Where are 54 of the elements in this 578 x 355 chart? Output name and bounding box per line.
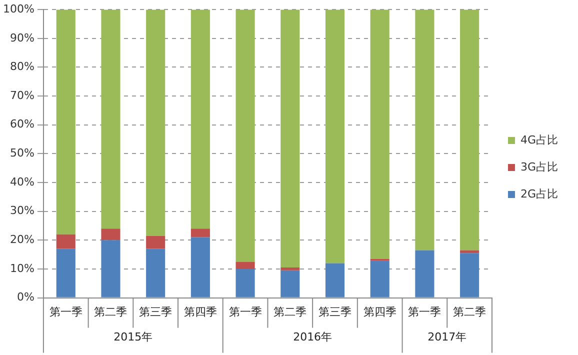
y-tick-label: 90% — [10, 31, 34, 44]
legend-label: 3G占比 — [520, 160, 558, 174]
y-tick-label: 20% — [10, 233, 34, 246]
y-tick-label: 30% — [10, 204, 34, 218]
y-tick-label: 10% — [10, 262, 34, 275]
bar — [146, 10, 166, 236]
bar — [236, 10, 255, 262]
bar — [460, 250, 480, 254]
bar — [190, 10, 210, 229]
x-tick-label: 第一季 — [228, 305, 262, 318]
bar — [190, 237, 210, 298]
y-tick-label: 80% — [10, 60, 34, 74]
bar — [56, 248, 76, 298]
x-tick-label: 第二季 — [453, 305, 486, 318]
legend-label: 2G占比 — [520, 187, 558, 200]
x-tick-label: 第二季 — [274, 305, 307, 318]
bar — [56, 10, 76, 234]
bar — [280, 270, 300, 298]
bar — [325, 10, 345, 264]
bar — [460, 253, 480, 298]
x-tick-label: 第二季 — [94, 305, 128, 318]
bar — [460, 10, 480, 250]
text: 2017年 — [428, 330, 467, 344]
y-tick-label: 60% — [10, 118, 34, 131]
y-tick-label: 0% — [16, 290, 34, 304]
bar — [325, 263, 345, 298]
bar — [280, 268, 300, 270]
bar — [370, 260, 390, 298]
y-tick-label: 70% — [10, 88, 34, 102]
x-tick-label: 第一季 — [49, 305, 82, 318]
y-tick-label: 100% — [2, 2, 34, 16]
bar — [370, 10, 390, 259]
text: 2015年 — [114, 330, 153, 344]
bar — [101, 10, 120, 229]
bar — [236, 268, 255, 298]
bar — [101, 228, 120, 240]
y-tick-label: 40% — [10, 175, 34, 188]
bar — [146, 248, 166, 298]
bar — [415, 250, 434, 298]
bar — [101, 240, 120, 298]
text: 2016年 — [293, 330, 332, 344]
x-tick-label: 第三季 — [139, 305, 172, 318]
x-tick-label: 第一季 — [408, 305, 442, 318]
legend-label: 4G占比 — [520, 133, 558, 146]
bar — [236, 262, 255, 269]
bar — [415, 10, 434, 250]
x-tick-label: 第四季 — [184, 305, 217, 318]
bar — [190, 228, 210, 238]
bar — [56, 234, 76, 249]
y-tick-label: 50% — [10, 146, 34, 160]
bar — [280, 10, 300, 268]
bar — [146, 236, 166, 249]
x-tick-label: 第四季 — [363, 305, 396, 318]
x-tick-label: 第三季 — [318, 305, 352, 318]
